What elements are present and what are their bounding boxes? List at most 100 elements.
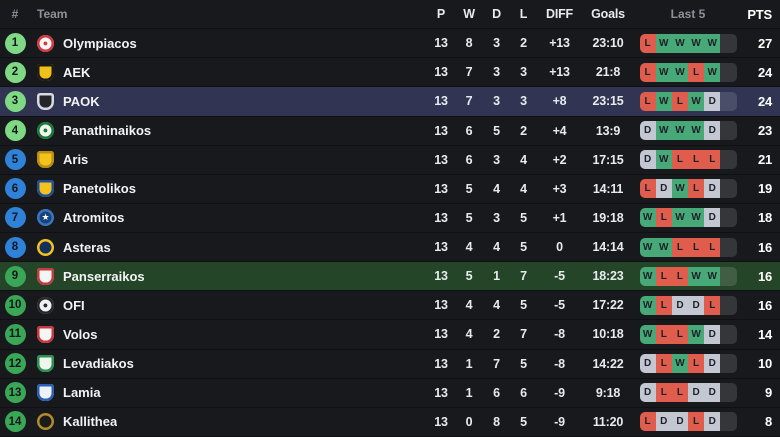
form-tile-w[interactable]: W	[639, 208, 656, 228]
form-tile-w[interactable]: W	[655, 237, 672, 257]
form-tile-l[interactable]: L	[655, 295, 672, 315]
form-tile-l[interactable]: L	[655, 354, 672, 374]
form-tile-l[interactable]: L	[671, 324, 689, 344]
form-tile-d[interactable]: D	[639, 121, 656, 141]
form-tile-w[interactable]: W	[655, 62, 672, 82]
form-tile-l[interactable]: L	[704, 237, 721, 257]
form-tile-l[interactable]: L	[639, 179, 656, 199]
form-tile-l[interactable]: L	[671, 266, 689, 286]
form-tile-l[interactable]: L	[688, 354, 705, 374]
form-tile-l[interactable]: L	[655, 324, 672, 344]
form-tile-l[interactable]: L	[671, 150, 689, 170]
form-tile-w[interactable]: W	[671, 62, 689, 82]
form-tile-d[interactable]: D	[688, 383, 705, 403]
form-tile-l[interactable]: L	[671, 383, 689, 403]
form-tile-d[interactable]: D	[704, 179, 721, 199]
form-tile-l[interactable]: L	[688, 62, 705, 82]
cell-p: 13	[434, 269, 448, 284]
form-tile-w[interactable]: W	[704, 266, 721, 286]
form-tile-d[interactable]: D	[671, 295, 689, 315]
form-tile-w[interactable]: W	[671, 208, 689, 228]
form-tile-w[interactable]: W	[655, 150, 672, 170]
form-tile-w[interactable]: W	[671, 33, 689, 53]
form-tile-w[interactable]: W	[704, 33, 721, 53]
form-tile-w[interactable]: W	[655, 91, 672, 111]
form-tile-d[interactable]: D	[704, 354, 721, 374]
form-tile-l[interactable]: L	[671, 237, 689, 257]
form-tile-d[interactable]: D	[704, 91, 721, 111]
form-tile-d[interactable]: D	[655, 179, 672, 199]
form-tile-w[interactable]: W	[688, 91, 705, 111]
form-tile-w[interactable]: W	[671, 354, 689, 374]
form-tile-d[interactable]: D	[704, 121, 721, 141]
form-tile-l[interactable]: L	[655, 383, 672, 403]
form-tile-l[interactable]: L	[688, 412, 705, 432]
form-tile-w[interactable]: W	[639, 324, 656, 344]
form-tile-w[interactable]: W	[688, 208, 705, 228]
form-tile-l[interactable]: L	[688, 179, 705, 199]
form-tile-w[interactable]: W	[671, 179, 689, 199]
form-tile-d[interactable]: D	[639, 354, 656, 374]
form-tile-d[interactable]: D	[671, 412, 689, 432]
form-tile-d[interactable]: D	[704, 383, 721, 403]
form-tile-w[interactable]: W	[671, 121, 689, 141]
form-tile-d[interactable]: D	[639, 383, 656, 403]
form-tile-d[interactable]: D	[639, 150, 656, 170]
form-tile-w[interactable]: W	[688, 324, 705, 344]
form-tile-l[interactable]: L	[671, 91, 689, 111]
form-tile-d[interactable]: D	[704, 208, 721, 228]
form-tile-l[interactable]: L	[639, 91, 656, 111]
form-tile-l[interactable]: L	[639, 62, 656, 82]
form-tile-l[interactable]: L	[639, 412, 656, 432]
form-tile-l[interactable]: L	[704, 150, 721, 170]
form-tile-l[interactable]: L	[655, 266, 672, 286]
form-tile-l[interactable]: L	[655, 208, 672, 228]
form-tile-w[interactable]: W	[688, 33, 705, 53]
form-tile-d[interactable]: D	[688, 295, 705, 315]
form-tile-l[interactable]: L	[688, 150, 705, 170]
form-tile-w[interactable]: W	[688, 266, 705, 286]
team-logo-icon	[37, 92, 54, 110]
form-tile-d[interactable]: D	[704, 324, 721, 344]
form-tile-w[interactable]: W	[639, 237, 656, 257]
form-tile-d[interactable]: D	[704, 412, 721, 432]
form-tile-l[interactable]: L	[704, 295, 721, 315]
form-tile-d[interactable]: D	[655, 412, 672, 432]
form-tile-w[interactable]: W	[655, 33, 672, 53]
form-tile-l[interactable]: L	[688, 237, 705, 257]
form-tile-w[interactable]: W	[639, 266, 656, 286]
form-tile-w[interactable]: W	[655, 121, 672, 141]
form-tile-w[interactable]: W	[639, 295, 656, 315]
form-tile-w[interactable]: W	[688, 121, 705, 141]
form-tile-l[interactable]: L	[639, 33, 656, 53]
form-tile-w[interactable]: W	[704, 62, 721, 82]
